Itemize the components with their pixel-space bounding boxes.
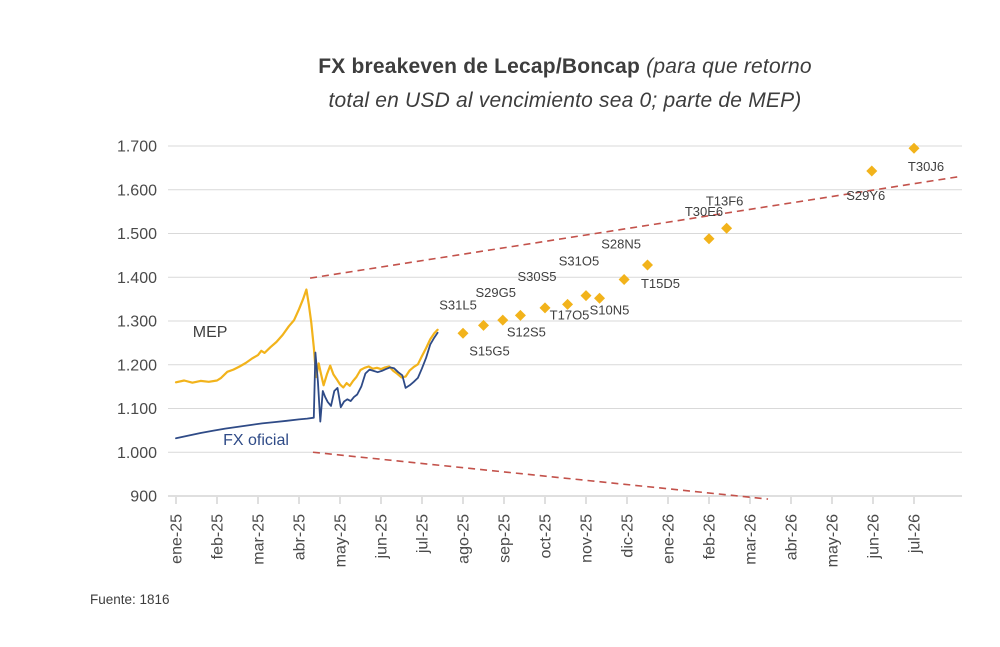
x-tick-label: abr-26 [784, 514, 801, 560]
y-tick-label: 1.200 [117, 357, 157, 374]
breakeven-marker-t13f6 [721, 222, 733, 234]
y-tick-label: 1.300 [117, 314, 157, 331]
trend-line-upper [309, 175, 963, 279]
breakeven-label-t15d5: T15D5 [641, 276, 680, 291]
title-subtitle-part1: (para que retorno [646, 55, 812, 78]
breakeven-label-s28n5: S28N5 [601, 236, 641, 251]
x-tick-label: jun-26 [866, 514, 883, 560]
x-tick-label: mar-25 [251, 514, 268, 565]
breakeven-label-s30s5: S30S5 [517, 269, 556, 284]
breakeven-marker-t17o5 [562, 298, 574, 310]
breakeven-label-s29y6: S29Y6 [846, 188, 885, 203]
breakeven-marker-s31l5 [457, 327, 469, 339]
x-tick-label: sep-25 [497, 514, 514, 563]
y-tick-label: 1.400 [117, 270, 157, 287]
fx-oficial-line [175, 331, 439, 440]
breakeven-label-s10n5: S10N5 [590, 302, 630, 317]
y-tick-label: 1.000 [117, 445, 157, 462]
breakeven-marker-s29y6 [866, 165, 878, 177]
breakeven-marker-s28n5 [618, 273, 630, 285]
breakeven-marker-s31o5 [580, 290, 592, 302]
chart-title: FX breakeven de Lecap/Boncap (para que r… [150, 50, 980, 118]
breakeven-marker-t30j6 [908, 142, 920, 154]
x-tick-label: jun-25 [374, 514, 391, 560]
breakeven-label-s29g5: S29G5 [476, 285, 516, 300]
breakeven-label-s31o5: S31O5 [559, 254, 599, 269]
x-tick-label: abr-25 [292, 514, 309, 560]
title-subtitle-part2: total en USD al vencimiento sea 0; parte… [328, 89, 802, 112]
breakeven-label-t13f6: T13F6 [706, 193, 744, 208]
x-tick-label: may-26 [825, 514, 842, 567]
x-tick-label: nov-25 [579, 514, 596, 563]
breakeven-marker-s10n5 [594, 292, 606, 304]
breakeven-label-t30j6: T30J6 [908, 159, 944, 174]
x-tick-label: mar-26 [743, 514, 760, 565]
x-tick-label: ago-25 [456, 514, 473, 564]
y-tick-label: 1.100 [117, 401, 157, 418]
mep-line [174, 288, 439, 389]
x-tick-label: feb-25 [210, 514, 227, 559]
y-tick-label: 900 [130, 489, 157, 506]
breakeven-marker-s30s5 [539, 302, 551, 314]
x-tick-label: jul-25 [415, 514, 432, 554]
y-tick-label: 1.500 [117, 226, 157, 243]
fx-oficial-series-label: FX oficial [223, 432, 289, 449]
breakeven-label-s31l5: S31L5 [439, 297, 477, 312]
x-tick-label: ene-25 [169, 514, 186, 564]
x-tick-label: ene-26 [661, 514, 678, 564]
breakeven-marker-s12s5 [514, 309, 526, 321]
breakeven-marker-t30e6 [703, 233, 715, 245]
breakeven-label-s15g5: S15G5 [469, 343, 509, 358]
title-line-1: FX breakeven de Lecap/Boncap (para que r… [150, 50, 980, 84]
x-tick-label: feb-26 [702, 514, 719, 559]
x-tick-label: oct-25 [538, 514, 555, 559]
breakeven-marker-s15g5 [478, 319, 489, 331]
y-tick-label: 1.600 [117, 182, 157, 199]
breakeven-marker-t15d5 [642, 259, 653, 271]
x-tick-label: jul-26 [907, 514, 924, 554]
source-note: Fuente: 1816 [90, 592, 170, 607]
mep-series-label: MEP [193, 324, 228, 341]
title-main: FX breakeven de Lecap/Boncap [318, 55, 641, 78]
breakeven-label-t30e6: T30E6 [685, 204, 723, 219]
x-tick-label: may-25 [333, 514, 350, 567]
breakeven-label-t17o5: T17O5 [550, 307, 590, 322]
y-tick-label: 1.700 [117, 139, 157, 156]
breakeven-marker-s29g5 [497, 314, 509, 326]
breakeven-label-s12s5: S12S5 [507, 324, 546, 339]
x-tick-label: dic-25 [620, 514, 637, 558]
trend-line-lower [312, 451, 769, 500]
